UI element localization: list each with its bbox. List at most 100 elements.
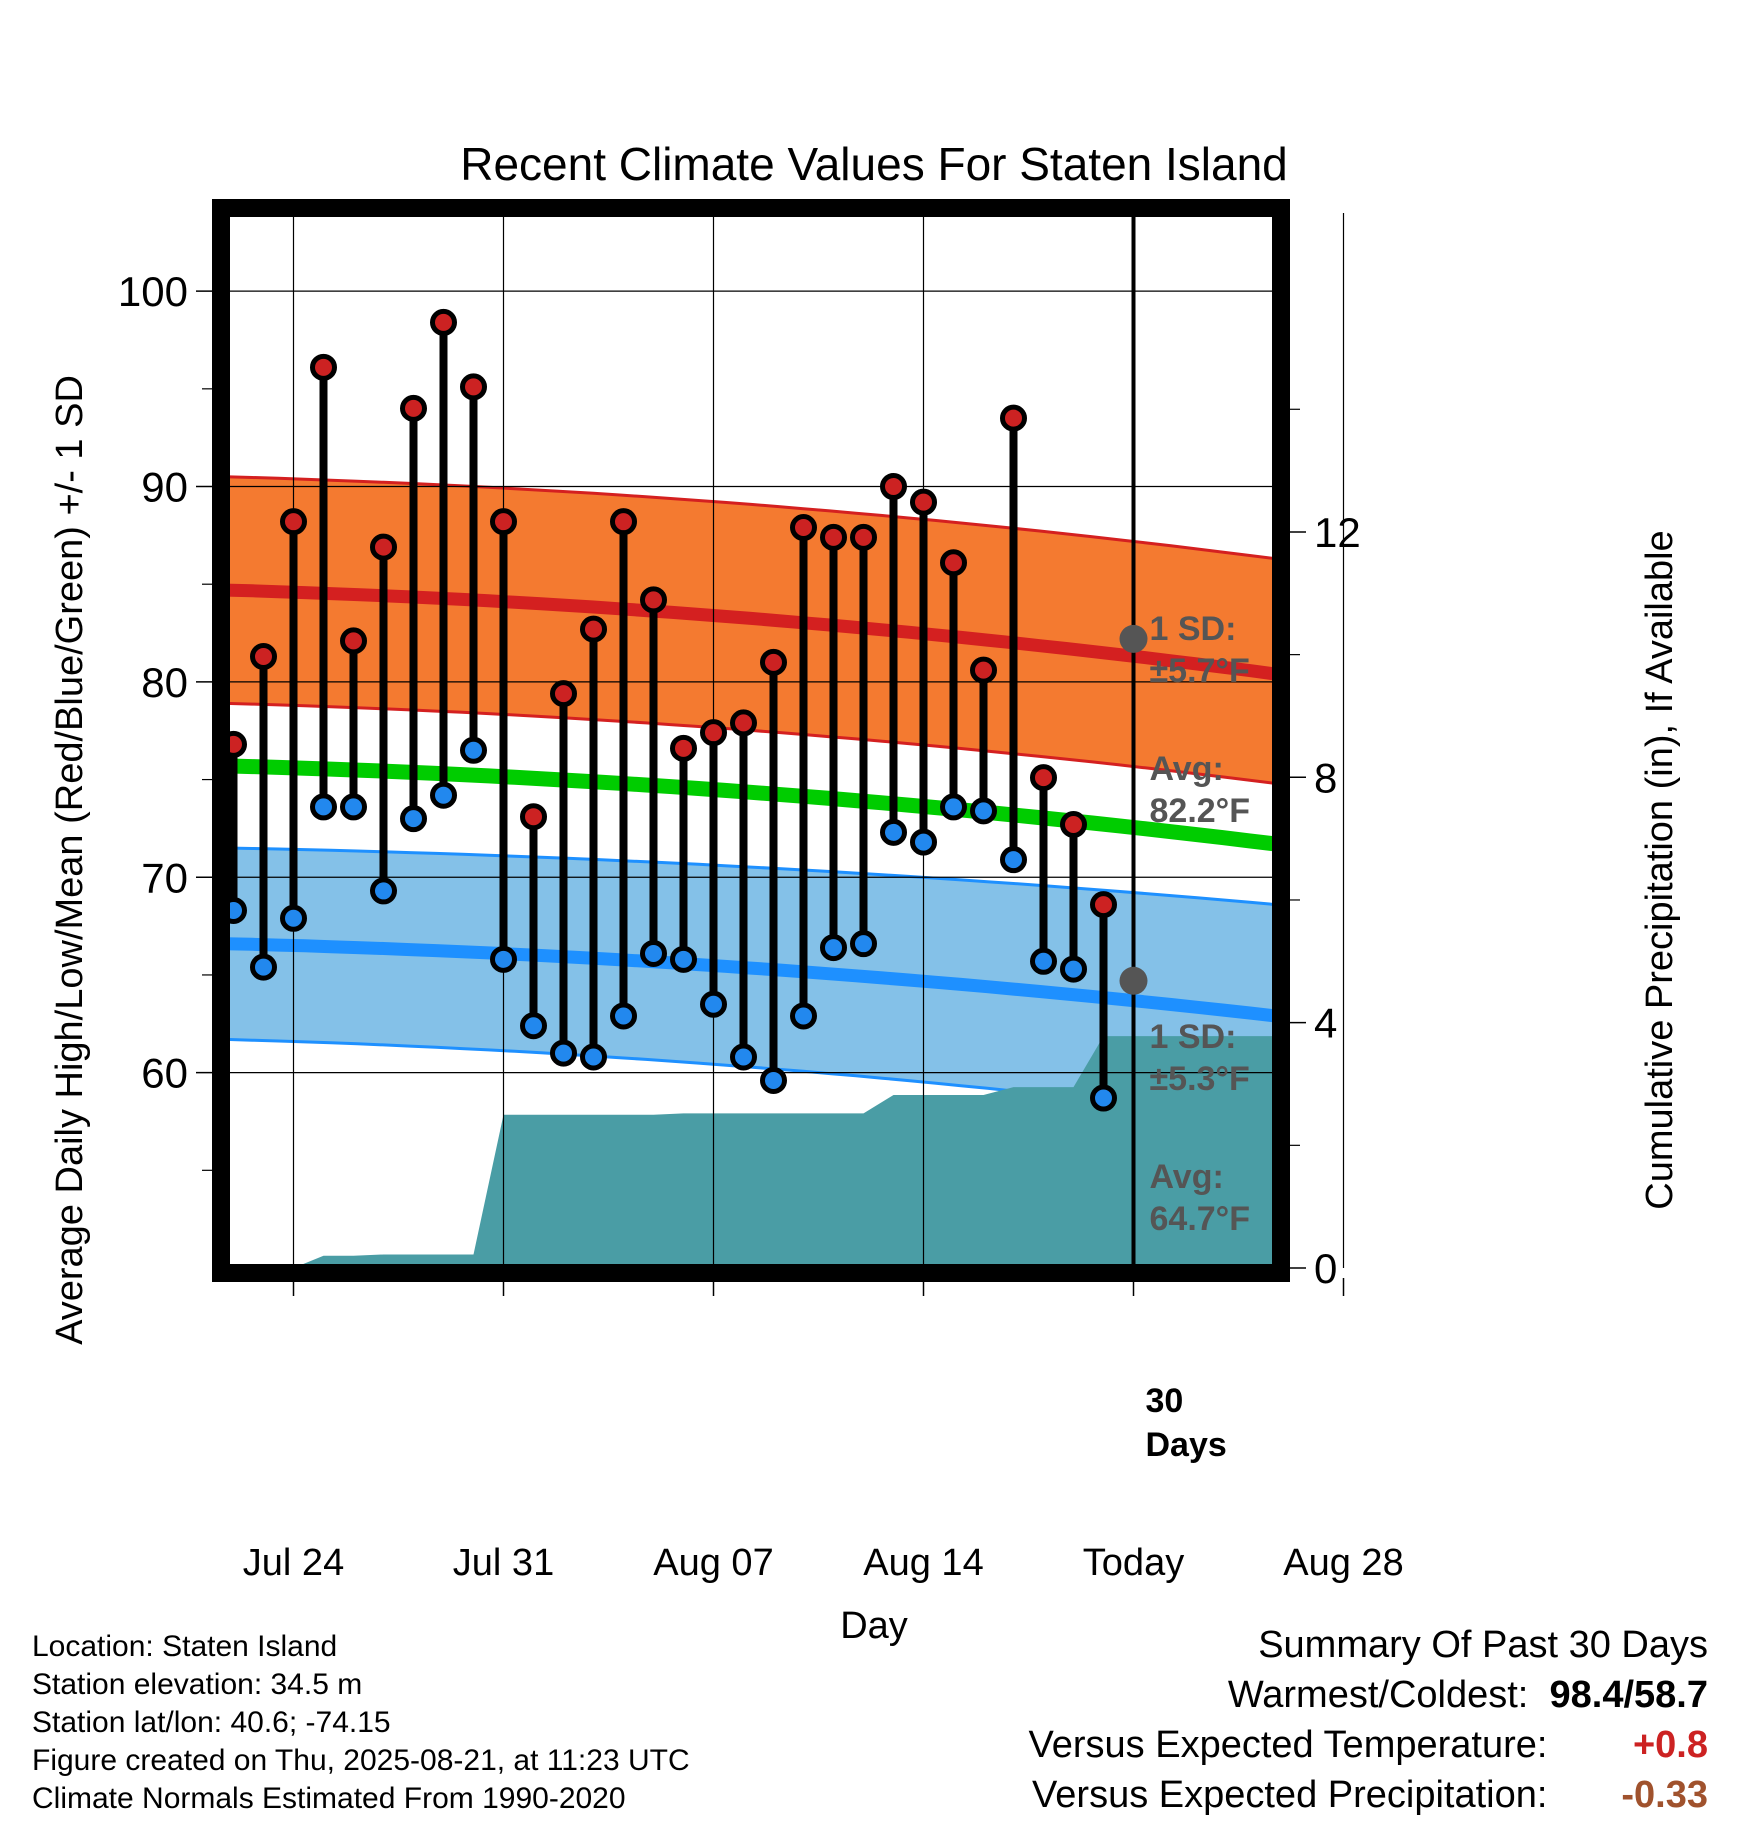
x-tick-label: Aug 28: [1283, 1542, 1403, 1584]
high-point: [610, 508, 637, 536]
high-avg-value: 82.2°F: [1150, 792, 1251, 830]
low-point: [790, 1002, 817, 1030]
station-info: Location: Staten Island Station elevatio…: [32, 1628, 690, 1818]
high-point: [700, 719, 727, 747]
low-point: [340, 793, 367, 821]
high-point: [490, 508, 517, 536]
high-point: [970, 656, 997, 684]
temp-value: +0.8: [1632, 1724, 1708, 1766]
low-point: [700, 990, 727, 1018]
low-point: [730, 1043, 757, 1071]
low-point: [460, 736, 487, 764]
y2-axis-title: Cumulative Precipitation (in), If Availa…: [1639, 530, 1681, 1209]
summary-temp: Versus Expected Temperature: +0.8: [1029, 1720, 1708, 1770]
high-point: [280, 508, 307, 536]
low-point: [1060, 955, 1087, 983]
precip-cumulative-area: [226, 1036, 1276, 1268]
summary-extremes: Warmest/Coldest: 98.4/58.7: [1029, 1670, 1708, 1720]
x-tick-label: Jul 31: [453, 1542, 554, 1584]
low-point: [910, 828, 937, 856]
today-low-avg-dot: [1119, 966, 1148, 995]
x-tick-label: Today: [1083, 1542, 1184, 1584]
days-label-number: 30: [1146, 1382, 1184, 1420]
low-point: [580, 1043, 607, 1071]
high-point: [550, 680, 577, 708]
info-location: Location: Staten Island: [32, 1630, 338, 1663]
high-point: [880, 473, 907, 501]
y-tick-label: 90: [141, 464, 188, 511]
low-avg-label: Avg:: [1150, 1158, 1224, 1196]
high-point: [340, 627, 367, 655]
precip-value: -0.33: [1621, 1774, 1708, 1816]
high-point: [640, 586, 667, 614]
days-label-text: Days: [1146, 1426, 1227, 1464]
y-tick-label: 60: [141, 1050, 188, 1097]
low-point: [1090, 1084, 1117, 1112]
daily-marks: [220, 308, 1117, 1112]
high-point: [760, 648, 787, 676]
warmest-label: Warmest/Coldest:: [1227, 1674, 1529, 1716]
plot-frame: [212, 199, 1290, 1282]
low-sd-upper-line: [225, 846, 1277, 907]
high-sd-upper-line: [225, 475, 1277, 561]
low-point: [940, 793, 967, 821]
low-point: [1000, 846, 1027, 874]
low-sd-band: [226, 848, 1276, 1122]
low-point: [310, 793, 337, 821]
low-point: [400, 805, 427, 833]
low-point: [820, 934, 847, 962]
today-high-avg-dot: [1119, 624, 1148, 653]
y-axis-title: Average Daily High/Low/Mean (Red/Blue/Gr…: [49, 375, 91, 1345]
precip-area: [226, 1036, 1276, 1268]
y-tick-label: 100: [118, 268, 188, 315]
high-point: [460, 373, 487, 401]
y2-tick-label: 0: [1314, 1245, 1337, 1292]
high-avg-label: Avg:: [1150, 750, 1224, 788]
axes: 100 90 80 70 60 12 8 4 0 Jul 24 Jul 31 Aug 07 Aug 14…: [118, 199, 1404, 1584]
low-point: [280, 904, 307, 932]
temp-label: Versus Expected Temperature:: [1028, 1724, 1548, 1766]
normal-annotations: 1 SD: ±5.7°F Avg: 82.2°F 1 SD: ±5.3°F Avg: 64.7…: [1119, 610, 1251, 1464]
y2-tick-label: 4: [1314, 1000, 1337, 1047]
summary-title: Summary Of Past 30 Days: [1258, 1624, 1708, 1666]
y2-tick-label: 12: [1314, 509, 1361, 556]
high-point: [820, 523, 847, 551]
low-sd-label: 1 SD:: [1150, 1018, 1237, 1056]
x-tick-label: Jul 24: [243, 1542, 344, 1584]
low-point: [850, 930, 877, 958]
low-point: [490, 945, 517, 973]
high-sd-label: 1 SD:: [1150, 610, 1237, 648]
low-sd-value: ±5.3°F: [1150, 1060, 1250, 1098]
extremes-separator: /: [1623, 1674, 1635, 1716]
info-latlon: Station lat/lon: 40.6; -74.15: [32, 1706, 391, 1739]
high-point: [250, 642, 277, 670]
high-point: [430, 308, 457, 336]
chart-title: Recent Climate Values For Staten Island: [460, 138, 1288, 190]
y2-tick-label: 8: [1314, 754, 1337, 801]
low-avg-value: 64.7°F: [1150, 1200, 1251, 1238]
warmest-value: 98.4: [1549, 1674, 1624, 1716]
low-point: [430, 781, 457, 809]
low-point: [970, 797, 997, 825]
low-point: [610, 1002, 637, 1030]
x-tick-label: Aug 14: [863, 1542, 983, 1584]
low-point: [370, 877, 397, 905]
low-point: [880, 818, 907, 846]
precip-label: Versus Expected Precipitation:: [1032, 1774, 1548, 1816]
high-point: [790, 514, 817, 542]
mean-avg-line: [225, 758, 1277, 852]
info-created: Figure created on Thu, 2025-08-21, at 11…: [32, 1744, 690, 1777]
high-point: [1090, 891, 1117, 919]
high-point: [1030, 764, 1057, 792]
y-tick-label: 80: [141, 659, 188, 706]
high-point: [940, 549, 967, 577]
high-point: [850, 523, 877, 551]
info-normals: Climate Normals Estimated From 1990-2020: [32, 1782, 626, 1815]
coldest-value: 58.7: [1634, 1674, 1708, 1716]
low-point: [1030, 947, 1057, 975]
low-point: [550, 1039, 577, 1067]
high-point: [310, 353, 337, 381]
low-point: [640, 939, 667, 967]
high-point: [400, 394, 427, 422]
